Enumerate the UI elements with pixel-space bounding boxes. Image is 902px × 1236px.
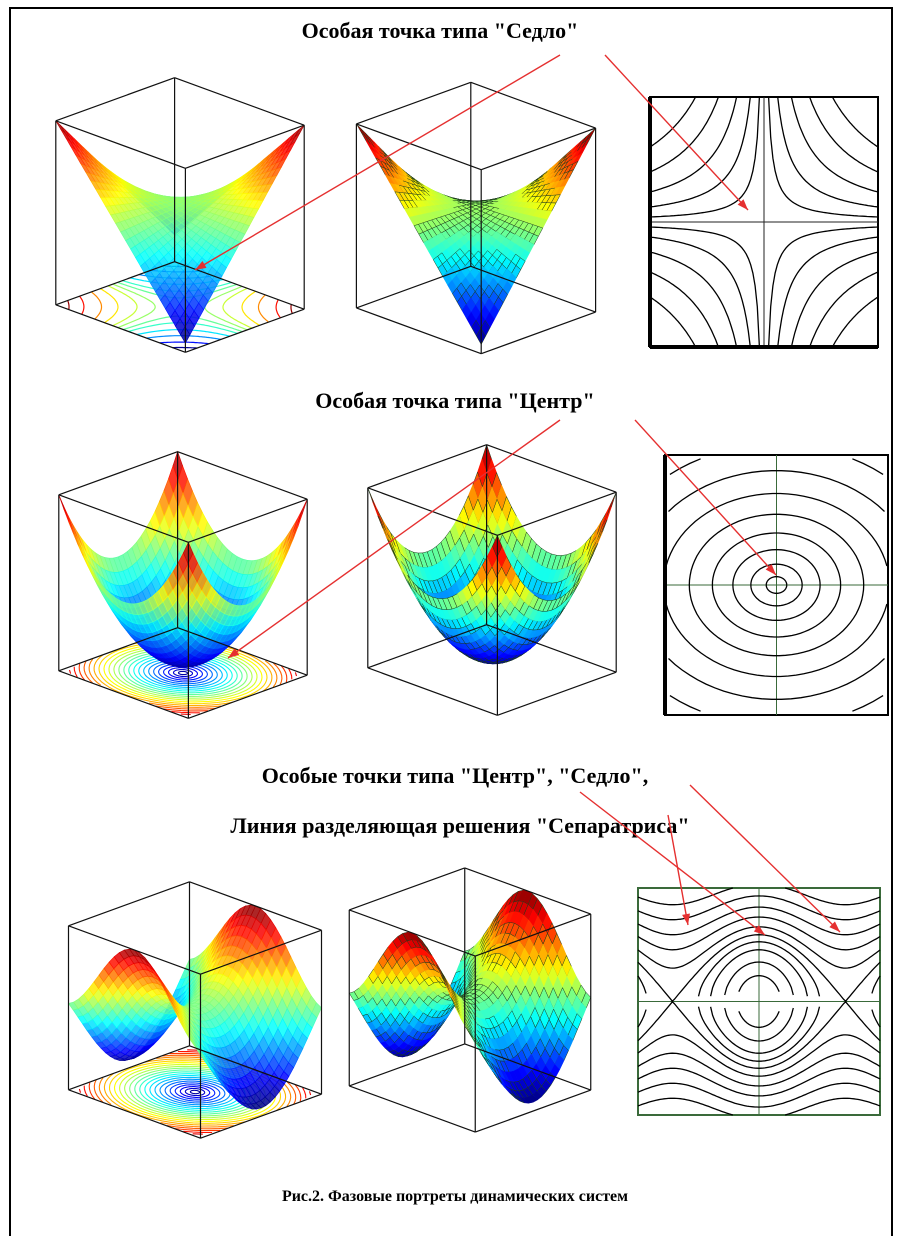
page: Особая точка типа "Седло" Особая точка т…	[0, 0, 902, 1236]
section-title: Особые точки типа "Центр", "Седло",	[262, 763, 649, 788]
surface-plot	[356, 82, 595, 353]
phase-portrait	[638, 888, 880, 1115]
floor-contour	[91, 292, 101, 319]
floor-contour	[242, 291, 260, 325]
floor-contour	[310, 1091, 311, 1095]
figure: Особая точка типа "Седло" Особая точка т…	[0, 0, 902, 1236]
cube-edge	[178, 452, 308, 500]
section-title: Линия разделяющая решения "Сепаратриса"	[230, 813, 689, 838]
floor-contour	[74, 667, 77, 677]
floor-contour	[179, 671, 188, 674]
floor-contour	[303, 1088, 306, 1099]
floor-contour	[84, 1086, 87, 1097]
floor-contour	[70, 670, 71, 674]
floor-contour	[295, 672, 296, 676]
cube-edge	[368, 668, 498, 716]
floor-contour	[171, 712, 199, 713]
floor-contour	[174, 670, 193, 677]
floor-contour	[94, 1080, 103, 1102]
floor-contour	[80, 296, 84, 314]
floor-contour	[100, 289, 118, 323]
surface-plot	[349, 868, 591, 1132]
surface-plot	[56, 78, 304, 353]
floor-contour	[68, 301, 69, 310]
surface-patch	[607, 492, 617, 517]
cube-edge	[471, 82, 596, 128]
floor-contour	[291, 304, 292, 313]
cube-edge	[497, 672, 616, 715]
cube-edge	[349, 868, 465, 910]
section-title: Особая точка типа "Центр"	[315, 388, 594, 413]
floor-contour	[273, 663, 282, 685]
cube-edge	[69, 882, 190, 926]
cube-edge	[56, 78, 175, 121]
floor-contour	[84, 661, 93, 683]
surface-plot	[69, 882, 322, 1138]
floor-contour	[276, 300, 280, 318]
surface-plot	[59, 452, 307, 719]
caption: Рис.2. Фазовые портреты динамических сис…	[282, 1188, 628, 1205]
floor-contour	[190, 1090, 199, 1093]
floor-contour	[183, 1131, 212, 1132]
floor-contour	[289, 669, 292, 679]
cube-edge	[56, 305, 186, 353]
floor-contour	[160, 342, 210, 344]
floor-contour	[185, 1089, 204, 1096]
phase-portrait	[650, 97, 878, 347]
cube-edge	[188, 675, 307, 718]
floor-contour	[287, 1082, 296, 1104]
panels	[56, 78, 888, 1139]
cube-edge	[368, 445, 487, 488]
phase-portrait	[665, 455, 888, 715]
cube-edge	[481, 312, 595, 354]
cube-edge	[59, 452, 178, 495]
cube-edge	[349, 1086, 475, 1132]
floor-contour	[170, 1083, 220, 1101]
cube-edge	[175, 78, 305, 126]
section-title: Особая точка типа "Седло"	[302, 18, 579, 43]
cube-edge	[356, 308, 481, 354]
cube-edge	[487, 445, 617, 493]
floor-contour	[79, 1089, 80, 1093]
floor-contour	[259, 295, 269, 322]
surface-plot	[368, 445, 616, 716]
